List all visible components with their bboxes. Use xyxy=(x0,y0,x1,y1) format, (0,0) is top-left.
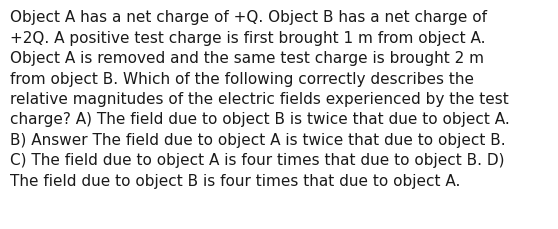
Text: Object A has a net charge of +Q. Object B has a net charge of
+2Q. A positive te: Object A has a net charge of +Q. Object … xyxy=(10,10,510,188)
